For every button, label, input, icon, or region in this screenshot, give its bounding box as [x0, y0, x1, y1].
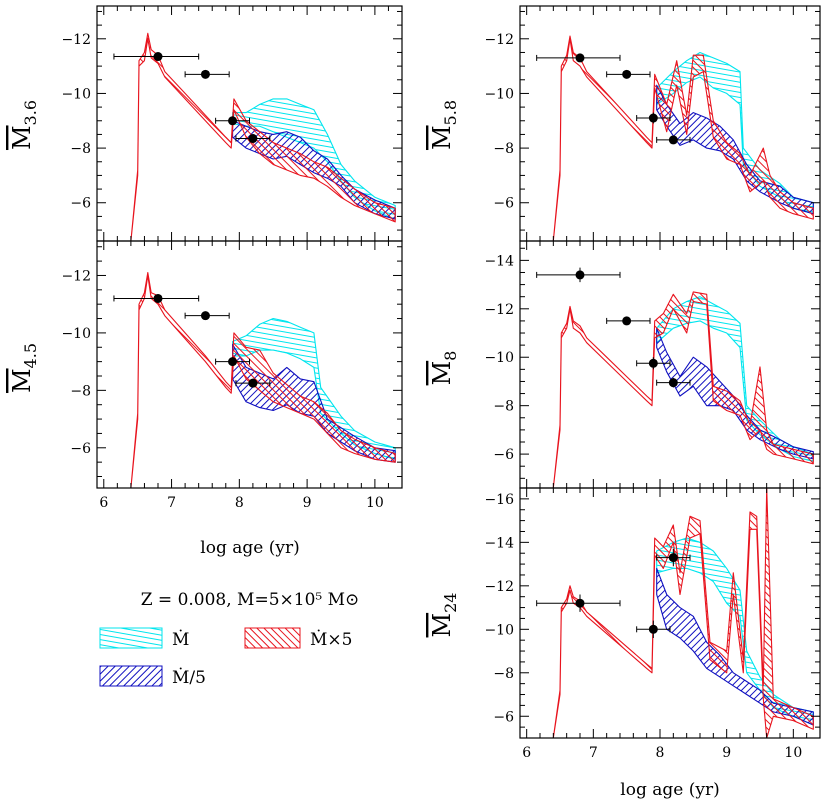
legend-swatch-mdot	[99, 627, 163, 649]
y-tick-label: −10	[484, 86, 514, 102]
y-tick-label: −6	[70, 196, 91, 212]
data-point	[606, 69, 651, 79]
legend-swatch-mdot-div5	[99, 665, 163, 687]
x-tick-label: 7	[167, 495, 176, 511]
data-point	[606, 316, 651, 326]
data-point	[536, 53, 621, 63]
y-tick-label: −8	[493, 666, 514, 682]
y-tick-label: −6	[493, 447, 514, 463]
plot-area	[536, 35, 814, 241]
y-tick-label: −12	[61, 268, 91, 284]
y-axis-label: M4.5	[8, 343, 40, 393]
data-point	[215, 116, 250, 126]
band-blue	[656, 327, 814, 460]
panel-frame	[519, 487, 821, 739]
y-tick-label: −8	[493, 399, 514, 415]
y-tick-label: −14	[484, 253, 514, 269]
legend-label-mdot-times5: Ṁ×5	[310, 629, 352, 650]
x-tick-label: 8	[656, 745, 665, 761]
data-point	[636, 620, 671, 638]
plot-area	[536, 267, 814, 488]
y-axis-label: M3.6	[8, 100, 40, 150]
data-point	[656, 377, 691, 388]
plot-area	[113, 32, 396, 241]
data-point	[656, 135, 691, 145]
x-tick-label: 7	[589, 745, 598, 761]
band-red	[552, 488, 814, 738]
panel-5.8: −6 −8 −10 −12 M5.8	[428, 5, 821, 242]
y-tick-label: −8	[70, 383, 91, 399]
x-tick-label: 6	[522, 745, 531, 761]
data-point	[636, 112, 671, 124]
panel-24: 6 7 8 9 10 −6 −8 −10 −12 −14 −16 M24	[428, 487, 821, 761]
band-red	[130, 272, 396, 488]
data-point	[235, 378, 271, 388]
y-tick-label: −12	[484, 579, 514, 595]
y-tick-label: −10	[484, 622, 514, 638]
x-axis-title-right: log age (yr)	[620, 780, 719, 800]
x-tick-label: 10	[366, 495, 384, 511]
panel-frame	[96, 240, 403, 489]
y-tick-label: −12	[61, 32, 91, 48]
y-tick-label: −12	[484, 302, 514, 318]
y-tick-label: −6	[70, 441, 91, 457]
y-axis-label: M5.8	[428, 100, 460, 150]
x-axis-title-left: log age (yr)	[200, 538, 299, 558]
legend-label-mdot-div5: Ṁ/5	[172, 667, 206, 688]
panel-3.6: −6 −8 −10 −12 M3.6	[8, 5, 403, 242]
y-axis-label: M8	[428, 351, 460, 386]
panel-8: −6 −8 −10 −12 −14 M8	[428, 240, 821, 489]
data-point	[113, 52, 200, 62]
y-tick-label: −10	[61, 326, 91, 342]
y-tick-label: −10	[484, 350, 514, 366]
plot-area	[113, 272, 396, 488]
x-tick-label: 9	[722, 745, 731, 761]
y-tick-label: −6	[493, 196, 514, 212]
legend-label-mdot: Ṁ	[172, 629, 189, 650]
data-point	[656, 548, 691, 567]
metallicity-note: Z = 0.008, M=5×10⁵ M⊙	[141, 590, 360, 610]
y-tick-label: −8	[493, 141, 514, 157]
y-tick-label: −10	[61, 86, 91, 102]
data-point	[215, 357, 250, 367]
legend-swatch-mdot-times5	[244, 627, 301, 649]
data-point	[184, 69, 230, 79]
data-point	[184, 311, 230, 321]
data-point	[113, 293, 200, 303]
data-point	[636, 357, 671, 370]
y-tick-label: −14	[484, 535, 514, 551]
y-tick-label: −8	[70, 141, 91, 157]
data-point	[235, 134, 271, 144]
legend: Ṁ Ṁ/5 Ṁ×5	[99, 627, 352, 688]
x-tick-label: 10	[784, 745, 802, 761]
band-red	[552, 35, 814, 241]
y-tick-label: −12	[484, 32, 514, 48]
x-tick-label: 8	[235, 495, 244, 511]
y-tick-label: −16	[484, 492, 514, 508]
panel-4.5: 6 7 8 9 10 −6 −8 −10 −12 M4.5	[8, 240, 403, 511]
data-point	[536, 594, 621, 612]
x-tick-label: 6	[99, 495, 108, 511]
y-axis-label: M24	[428, 593, 460, 638]
y-tick-label: −6	[493, 709, 514, 725]
data-point	[536, 267, 621, 283]
x-tick-label: 9	[303, 495, 312, 511]
band-red	[552, 291, 814, 488]
plot-area	[536, 488, 814, 738]
band-red	[130, 32, 396, 241]
